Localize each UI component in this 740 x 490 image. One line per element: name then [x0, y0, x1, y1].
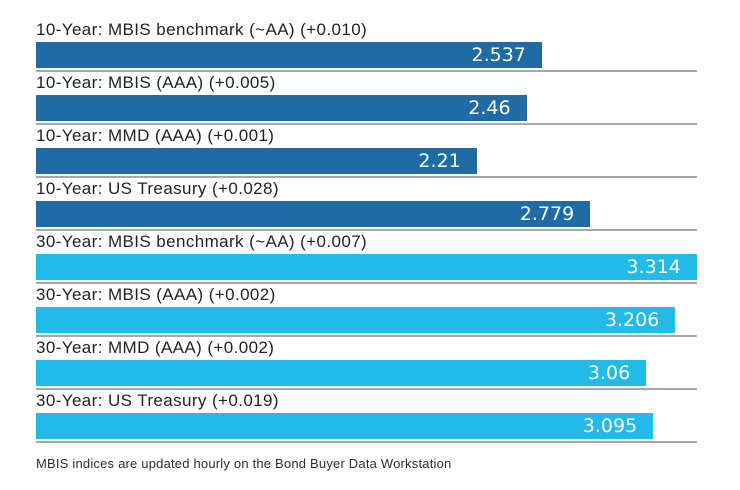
row-separator — [36, 441, 697, 443]
yield-bar-chart: 10-Year: MBIS benchmark (~AA) (+0.010) 2… — [36, 20, 740, 471]
yield-bar: 3.206 — [36, 307, 676, 333]
bar-track: 3.206 — [36, 307, 718, 333]
row-separator — [36, 70, 697, 72]
bar-value-label: 2.21 — [418, 150, 461, 172]
bar-value-label: 2.537 — [471, 44, 526, 66]
bar-track: 2.46 — [36, 95, 718, 121]
chart-row: 10-Year: MBIS benchmark (~AA) (+0.010) 2… — [36, 20, 740, 73]
chart-row: 30-Year: US Treasury (+0.019) 3.095 — [36, 391, 740, 444]
row-separator — [36, 123, 697, 125]
bar-value-label: 2.779 — [519, 203, 575, 225]
row-separator — [36, 176, 697, 178]
bar-label: 10-Year: MMD (AAA) (+0.001) — [36, 126, 275, 145]
bar-label: 30-Year: MMD (AAA) (+0.002) — [36, 338, 275, 357]
yield-bar: 3.314 — [36, 254, 697, 280]
row-separator — [36, 229, 697, 231]
chart-row: 10-Year: MMD (AAA) (+0.001) 2.21 — [36, 126, 740, 179]
chart-row: 10-Year: MBIS (AAA) (+0.005) 2.46 — [36, 73, 740, 126]
bar-track: 2.21 — [36, 148, 718, 174]
row-separator — [36, 335, 697, 337]
bar-value-label: 2.46 — [468, 97, 511, 119]
bar-label: 30-Year: MBIS benchmark (~AA) (+0.007) — [36, 232, 368, 251]
chart-row: 30-Year: MBIS (AAA) (+0.002) 3.206 — [36, 285, 740, 338]
bar-value-label: 3.314 — [626, 256, 681, 278]
bar-label: 30-Year: MBIS (AAA) (+0.002) — [36, 285, 276, 304]
bar-track: 2.779 — [36, 201, 718, 227]
bar-track: 3.095 — [36, 413, 718, 439]
yield-bar: 2.46 — [36, 95, 527, 121]
bar-value-label: 3.206 — [604, 309, 660, 331]
bar-value-label: 3.095 — [582, 415, 638, 437]
yield-bar: 3.06 — [36, 360, 647, 386]
bar-value-label: 3.06 — [587, 362, 631, 384]
chart-row: 10-Year: US Treasury (+0.028) 2.779 — [36, 179, 740, 232]
chart-row: 30-Year: MMD (AAA) (+0.002) 3.06 — [36, 338, 740, 391]
yield-bar: 2.21 — [36, 148, 477, 174]
chart-footnote: MBIS indices are updated hourly on the B… — [36, 456, 452, 471]
bar-label: 10-Year: MBIS (AAA) (+0.005) — [36, 73, 276, 92]
bar-track: 2.537 — [36, 42, 718, 68]
chart-row: 30-Year: MBIS benchmark (~AA) (+0.007) 3… — [36, 232, 740, 285]
bar-track: 3.06 — [36, 360, 718, 386]
row-separator — [36, 388, 697, 390]
bar-label: 10-Year: US Treasury (+0.028) — [36, 179, 279, 198]
yield-bar: 3.095 — [36, 413, 654, 439]
row-separator — [36, 282, 697, 284]
yield-bar: 2.537 — [36, 42, 542, 68]
yield-bar: 2.779 — [36, 201, 591, 227]
bar-track: 3.314 — [36, 254, 718, 280]
bar-label: 10-Year: MBIS benchmark (~AA) (+0.010) — [36, 20, 368, 39]
bar-label: 30-Year: US Treasury (+0.019) — [36, 391, 279, 410]
